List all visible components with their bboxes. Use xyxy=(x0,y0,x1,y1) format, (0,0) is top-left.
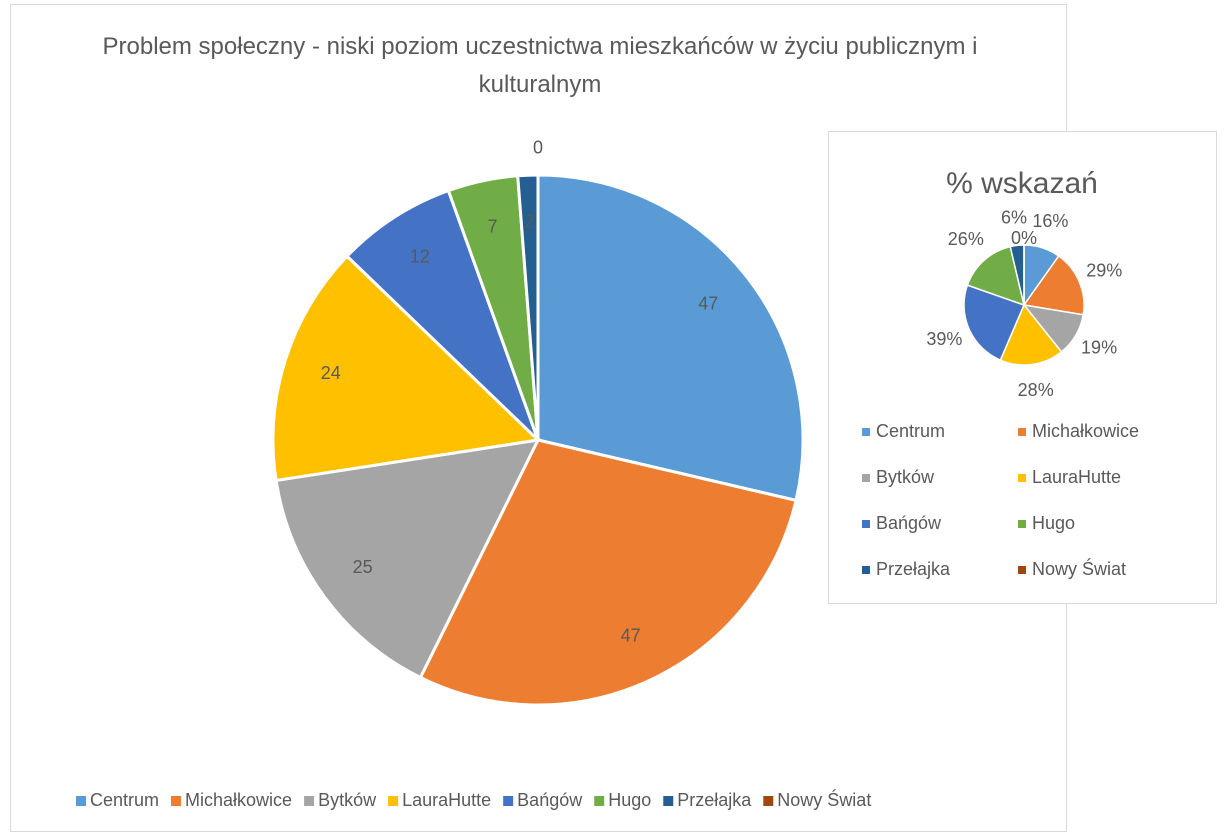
legend-swatch xyxy=(503,796,514,806)
legend-label: Hugo xyxy=(608,790,651,810)
data-label: 29% xyxy=(1086,260,1122,280)
data-label: 12 xyxy=(410,246,430,266)
pie-slice xyxy=(963,284,1026,362)
pie-slice xyxy=(966,245,1026,307)
legend-swatch xyxy=(594,796,605,806)
pie-slice xyxy=(274,438,541,680)
legend-swatch xyxy=(1018,520,1026,528)
pie-slice xyxy=(536,173,805,503)
legend-swatch xyxy=(862,474,870,482)
data-label: 6% xyxy=(1001,207,1027,227)
data-label: 39% xyxy=(926,329,962,349)
legend-swatch xyxy=(304,796,315,806)
legend-swatch xyxy=(862,566,870,574)
legend-swatch xyxy=(862,428,870,436)
legend-label: Przełajka xyxy=(677,790,752,810)
legend-swatch xyxy=(171,796,182,806)
chart-title: % wskazań xyxy=(946,167,1098,200)
legend-swatch xyxy=(1018,566,1026,574)
data-label: 25 xyxy=(353,557,373,577)
pie-slice xyxy=(1022,255,1085,316)
data-label: 0% xyxy=(1011,228,1037,248)
legend-swatch xyxy=(1018,474,1026,482)
data-label: 47 xyxy=(621,625,641,645)
legend-label: Centrum xyxy=(90,790,159,810)
data-label: 26% xyxy=(948,229,984,249)
legend-swatch xyxy=(388,796,399,806)
data-label: 47 xyxy=(698,294,718,314)
legend-label: Michałkowice xyxy=(1032,421,1139,441)
data-label: 0 xyxy=(533,137,543,157)
data-label: 28% xyxy=(1018,380,1054,400)
chart-title: Problem społeczny - niski poziom uczestn… xyxy=(103,33,978,98)
legend-label: Hugo xyxy=(1032,513,1075,533)
pie-slice xyxy=(344,188,540,442)
legend-swatch xyxy=(763,796,774,806)
legend-label: Nowy Świat xyxy=(777,789,871,810)
legend-label: Bytków xyxy=(876,467,935,487)
legend-label: Michałkowice xyxy=(185,790,292,810)
pie-slice xyxy=(418,438,798,707)
legend-label: LauraHutte xyxy=(402,790,491,810)
legend-label: Bytków xyxy=(318,790,377,810)
data-label: 24 xyxy=(321,363,341,383)
legend-label: Centrum xyxy=(876,421,945,441)
legend-swatch xyxy=(862,520,870,528)
legend-swatch xyxy=(663,796,674,806)
legend-swatch xyxy=(1018,428,1026,436)
pie-slice xyxy=(271,254,542,483)
data-label: 2 xyxy=(525,212,535,232)
pie-slice xyxy=(999,303,1063,366)
legend-label: Bańgów xyxy=(517,790,583,810)
legend-label: LauraHutte xyxy=(1032,467,1121,487)
legend-label: Przełajka xyxy=(876,559,951,579)
data-label: 7 xyxy=(488,216,498,236)
legend-label: Nowy Świat xyxy=(1032,558,1126,579)
legend-swatch xyxy=(76,796,86,806)
legend-label: Bańgów xyxy=(876,513,942,533)
data-label: 16% xyxy=(1032,211,1068,231)
data-label: 19% xyxy=(1081,338,1117,358)
